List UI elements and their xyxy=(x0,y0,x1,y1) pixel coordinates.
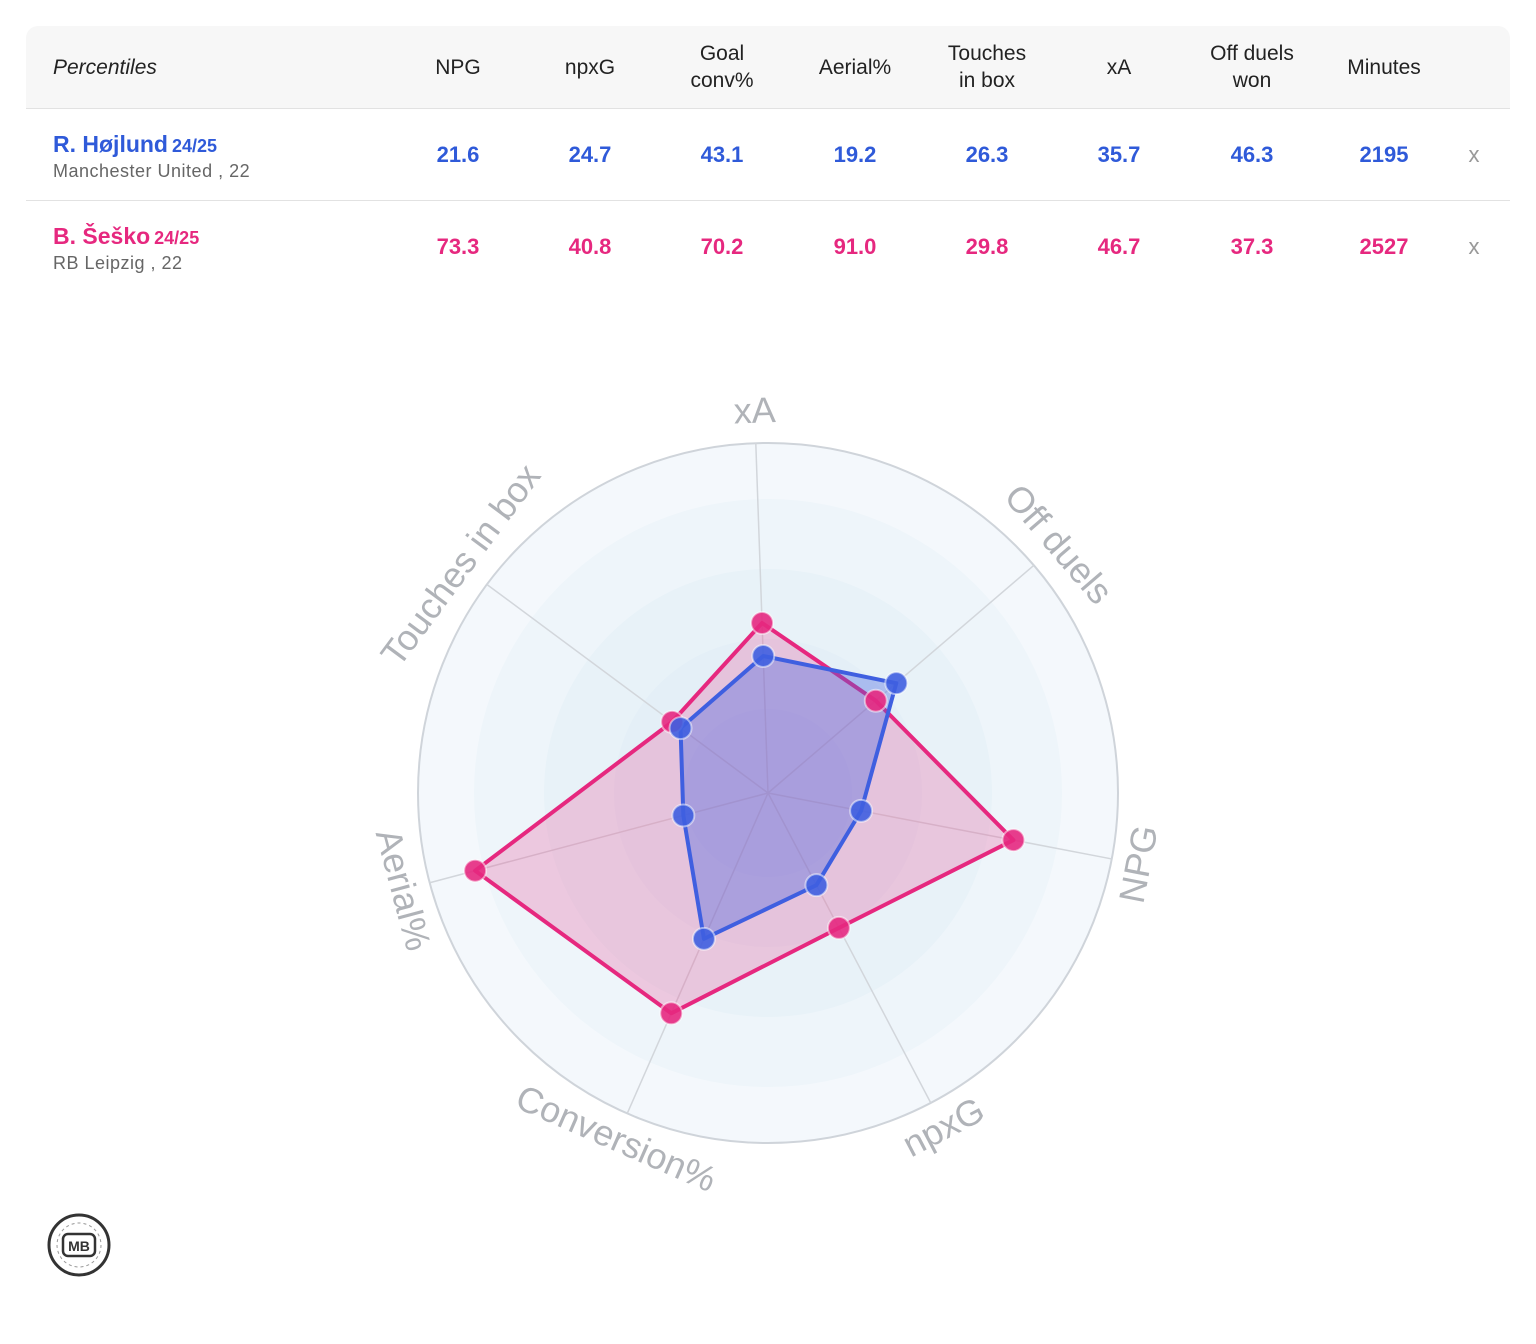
data-point xyxy=(463,858,488,883)
value-goal-conv: 43.1 xyxy=(700,141,744,167)
header-aerial[interactable]: Aerial% xyxy=(818,55,892,79)
table-row: R. Højlund 24/25 Manchester United , 22 2… xyxy=(26,109,1510,201)
logo-text: MB xyxy=(68,1238,90,1254)
remove-player-button[interactable]: x xyxy=(1468,141,1480,167)
radar-spoke xyxy=(486,583,769,794)
remove-player-button[interactable]: x xyxy=(1468,233,1480,259)
player-info: B. Šeško 24/25 RB Leipzig , 22 xyxy=(53,223,199,274)
value-npxg: 24.7 xyxy=(568,141,612,167)
player-club: RB Leipzig , 22 xyxy=(53,253,183,273)
value-xa: 46.7 xyxy=(1097,233,1141,259)
table-header: Percentiles NPG npxG Goal conv% Aerial% … xyxy=(26,26,1510,109)
value-minutes: 2195 xyxy=(1359,141,1409,167)
value-npg: 21.6 xyxy=(436,141,480,167)
data-point xyxy=(1001,828,1026,853)
value-off-duels-won: 37.3 xyxy=(1230,233,1274,259)
header-touches-in-box[interactable]: Touches in box xyxy=(947,42,1027,92)
header-xa[interactable]: xA xyxy=(1106,55,1132,79)
radar-spoke xyxy=(626,792,769,1114)
value-touches-in-box: 26.3 xyxy=(965,141,1009,167)
data-point xyxy=(826,915,851,940)
value-touches-in-box: 29.8 xyxy=(965,233,1009,259)
value-aerial: 19.2 xyxy=(833,141,877,167)
radar-outline xyxy=(417,442,1119,1144)
header-minutes[interactable]: Minutes xyxy=(1347,55,1421,79)
data-point xyxy=(691,926,716,951)
header-npxg[interactable]: npxG xyxy=(564,55,616,79)
percentiles-table: Percentiles NPG npxG Goal conv% Aerial% … xyxy=(26,26,1510,292)
value-xa: 35.7 xyxy=(1097,141,1141,167)
table-row: B. Šeško 24/25 RB Leipzig , 22 73.3 40.8 … xyxy=(26,201,1510,292)
player-name[interactable]: B. Šeško xyxy=(53,223,151,249)
header-percentiles: Percentiles xyxy=(53,55,157,79)
axis-label: xA xyxy=(733,389,776,431)
radar-spoke xyxy=(767,792,1112,860)
value-goal-conv: 70.2 xyxy=(700,233,744,259)
data-point xyxy=(750,611,775,636)
value-npg: 73.3 xyxy=(436,233,480,259)
series-area-hojlund xyxy=(678,653,899,941)
data-point xyxy=(863,688,888,713)
data-point xyxy=(751,643,776,668)
radar-spoke xyxy=(767,792,932,1104)
player-club: Manchester United , 22 xyxy=(53,161,251,181)
data-point xyxy=(659,1001,684,1026)
header-off-duels-won[interactable]: Off duels won xyxy=(1210,42,1294,92)
data-point xyxy=(668,716,693,741)
data-point xyxy=(671,803,696,828)
data-point xyxy=(884,671,909,696)
player-name[interactable]: R. Højlund xyxy=(53,131,168,157)
header-npg[interactable]: NPG xyxy=(435,55,481,79)
header-goal-conv[interactable]: Goal conv% xyxy=(690,42,754,92)
value-minutes: 2527 xyxy=(1359,233,1409,259)
value-off-duels-won: 46.3 xyxy=(1230,141,1274,167)
axis-label: NPG xyxy=(1111,822,1166,906)
value-aerial: 91.0 xyxy=(833,233,877,259)
player-season: 24/25 xyxy=(171,136,218,156)
value-npxg: 40.8 xyxy=(568,233,612,259)
mb-logo-icon: MB xyxy=(47,1213,111,1277)
player-season: 24/25 xyxy=(154,228,200,248)
player-info: R. Højlund 24/25 Manchester United , 22 xyxy=(53,131,250,182)
series-area-sesko xyxy=(473,621,1016,1016)
data-point xyxy=(849,798,874,823)
data-point xyxy=(804,873,829,898)
